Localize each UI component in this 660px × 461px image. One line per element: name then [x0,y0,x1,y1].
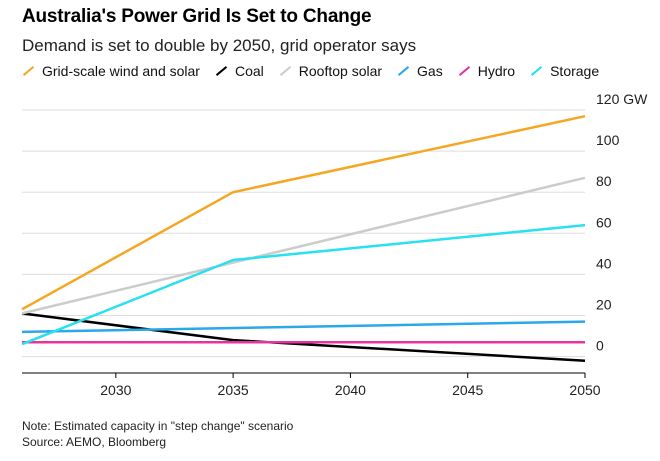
chart-title: Australia's Power Grid Is Set to Change [22,6,372,27]
legend-item-coal: Coal [215,63,264,79]
chart-subtitle: Demand is set to double by 2050, grid op… [22,36,417,55]
x-tick-label: 2045 [452,382,483,398]
series-lines [21,114,586,362]
legend-label: Gas [417,63,443,79]
legend-item-rooftop-solar: Rooftop solar [279,63,382,79]
series-line-gas [21,320,586,334]
legend-item-storage: Storage [530,63,599,79]
series-line-grid-scale-wind-and-solar [21,114,586,311]
y-tick-label: 120 GW [596,91,648,107]
legend-label: Storage [550,63,600,79]
x-tick-label: 2050 [569,382,600,398]
legend-label: Coal [234,63,264,79]
y-tick-label: 40 [596,255,612,271]
legend-label: Grid-scale wind and solar [42,63,200,79]
axes [22,372,586,378]
chart-legend: Grid-scale wind and solar Coal Rooftop sol… [22,63,599,79]
series-line-storage [21,223,586,346]
chart-source: Source: AEMO, Bloomberg [22,435,167,449]
series-line-rooftop-solar [21,176,586,315]
legend-item-gas: Gas [397,63,443,79]
legend-item-hydro: Hydro [458,63,515,79]
y-tick-label: 0 [596,338,604,354]
legend-label: Rooftop solar [298,63,383,79]
gridlines [22,109,585,358]
y-tick-label: 60 [596,214,612,230]
legend-item-grid-scale-wind-and-solar: Grid-scale wind and solar [22,63,200,79]
chart-note: Note: Estimated capacity in "step change… [22,419,294,433]
y-tick-label: 80 [596,173,612,189]
x-tick-label: 2030 [100,382,131,398]
x-tick-label: 2035 [218,382,249,398]
x-tick-label: 2040 [335,382,366,398]
y-tick-label: 20 [596,296,612,312]
legend-label: Hydro [477,63,516,79]
chart-footer: Note: Estimated capacity in "step change… [22,418,293,450]
series-line-coal [21,312,586,362]
y-tick-label: 100 [596,132,620,148]
